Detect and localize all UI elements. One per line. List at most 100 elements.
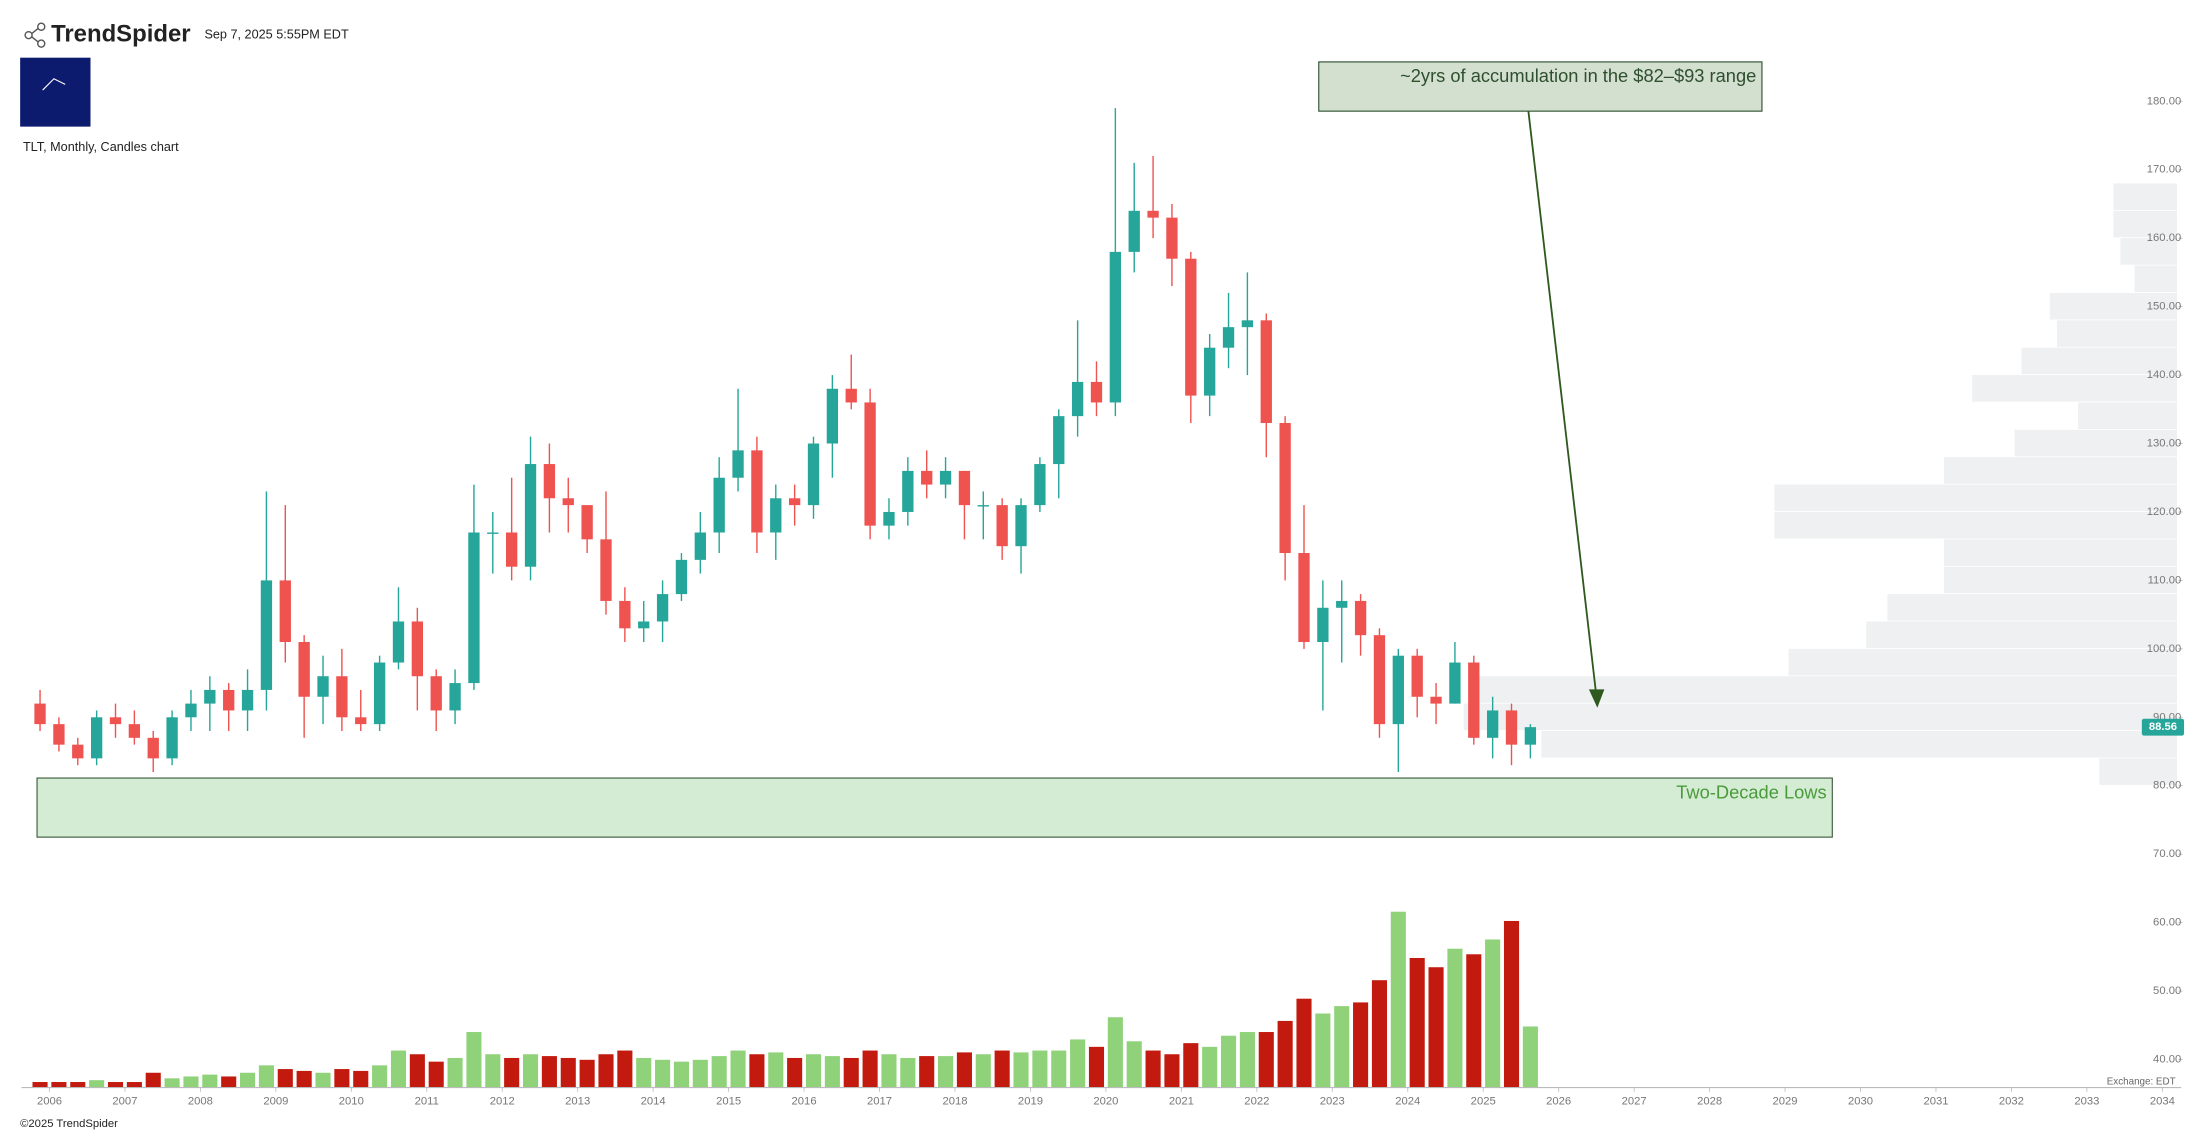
last-price-box [2141, 718, 2185, 736]
volume-bar [202, 1074, 218, 1088]
y-tick-label: 40.00 [2153, 1053, 2181, 1065]
candle-body [1486, 710, 1499, 738]
profile-bar [1866, 621, 2178, 649]
volume-bar [70, 1082, 86, 1088]
volume-bar [277, 1069, 293, 1088]
volume-bar [787, 1057, 803, 1088]
candle-body [921, 470, 933, 485]
volume-bar [390, 1050, 407, 1088]
volume-panel [32, 911, 1538, 1088]
candle-body [53, 724, 65, 745]
volume-bar [1126, 1041, 1142, 1088]
volume-bar [1239, 1032, 1255, 1088]
x-tick-label: 2017 [867, 1096, 892, 1108]
candle-body [34, 703, 46, 725]
volume-bar [655, 1059, 671, 1088]
x-tick-label: 2020 [1093, 1096, 1118, 1108]
candle-body [260, 580, 273, 690]
x-tick-label: 2026 [1546, 1096, 1571, 1108]
candle-body [241, 689, 254, 711]
x-tick-label: 2025 [1471, 1096, 1496, 1108]
volume-bar [579, 1059, 595, 1088]
exchange-label: Exchange: EDT [2107, 1077, 2176, 1088]
candle-body [1524, 727, 1537, 745]
candle-body [1411, 655, 1423, 697]
y-tick-label: 70.00 [2153, 848, 2181, 860]
candle-body [1222, 327, 1235, 348]
y-tick-label: 110.00 [2148, 574, 2182, 586]
volume-bar [107, 1082, 124, 1088]
y-tick-label: 60.00 [2153, 917, 2181, 929]
x-tick-label: 2008 [188, 1096, 213, 1108]
brand-logo-icon [24, 22, 46, 48]
candle-body [72, 744, 84, 759]
volume-bar [32, 1082, 48, 1088]
y-tick-label: 100.00 [2147, 643, 2181, 655]
y-tick-label: 160.00 [2147, 232, 2181, 244]
candle-body [996, 505, 1008, 547]
candle-body [1468, 662, 1480, 738]
x-tick-label: 2022 [1244, 1096, 1269, 1108]
candle-body [449, 683, 461, 711]
y-tick-label: 50.00 [2153, 985, 2181, 997]
volume-bar [994, 1050, 1010, 1088]
candle-body [770, 498, 782, 533]
candle-body [430, 676, 442, 711]
x-tick-label: 2010 [339, 1096, 364, 1108]
candle-body [1260, 320, 1272, 423]
candle-body [1034, 464, 1046, 506]
candle-body [751, 450, 763, 533]
annotation-text: ~2yrs of accumulation in the $82–$93 ran… [1400, 65, 1756, 86]
volume-bar [1202, 1046, 1218, 1088]
candle-body [506, 532, 518, 567]
volume-bar [843, 1057, 859, 1088]
profile-bar [2120, 238, 2178, 265]
volume-bar [1258, 1032, 1274, 1088]
chart-label: TLT, Monthly, Candles chart [23, 140, 179, 154]
candle-body [883, 511, 895, 526]
profile-bar [2021, 347, 2178, 375]
x-tick-label: 2014 [641, 1096, 666, 1108]
candle-body [1015, 505, 1027, 547]
candle-body [902, 470, 914, 512]
annotation-box [1318, 61, 1763, 112]
candle-body [939, 470, 952, 485]
x-tick-label: 2024 [1395, 1096, 1420, 1108]
candle-body [1430, 696, 1442, 704]
candle-body [1298, 553, 1310, 643]
candle-body [204, 689, 216, 704]
candle-body [864, 402, 876, 526]
volume-bar [1409, 957, 1425, 1088]
annotation-arrow [1527, 111, 1605, 708]
volume-bar [1503, 920, 1520, 1088]
x-tick-label: 2007 [112, 1096, 137, 1108]
x-tick-label: 2028 [1697, 1096, 1722, 1108]
volume-bar [164, 1078, 180, 1088]
candle-body [109, 717, 122, 725]
x-tick-label: 2013 [565, 1096, 590, 1108]
profile-bar [2113, 210, 2178, 238]
profile-bar [1943, 457, 2178, 484]
candle-body [1354, 600, 1367, 636]
candle-body [1109, 251, 1122, 403]
volume-bar [730, 1050, 746, 1088]
volume-bar [617, 1050, 633, 1088]
volume-bar [315, 1072, 331, 1088]
candle-body [958, 470, 971, 506]
volume-bar [900, 1057, 916, 1088]
volume-bar [89, 1080, 105, 1088]
x-tick-label: 2009 [263, 1096, 288, 1108]
candle-body [845, 388, 857, 403]
candle-body [336, 676, 348, 718]
candle-body [147, 737, 159, 759]
header: TrendSpider Sep 7, 2025 5:55PM EDT TLT, … [20, 20, 349, 154]
y-tick-label: 80.00 [2153, 780, 2181, 792]
annotation-box [36, 777, 1833, 838]
y-tick-label: 170.00 [2147, 164, 2181, 176]
x-tick-label: 2021 [1169, 1096, 1194, 1108]
x-tick-label: 2012 [490, 1096, 515, 1108]
candle-body [373, 662, 386, 725]
candle-body [1204, 347, 1216, 396]
volume-bar [541, 1056, 557, 1088]
